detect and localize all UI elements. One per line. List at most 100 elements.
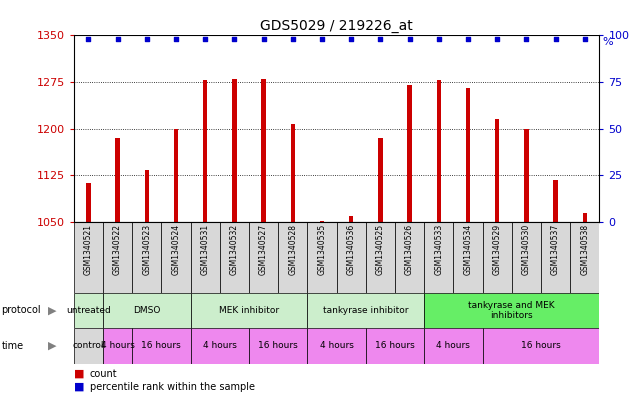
Text: DMSO: DMSO bbox=[133, 306, 160, 315]
Point bbox=[551, 36, 561, 42]
FancyBboxPatch shape bbox=[220, 222, 249, 293]
Text: ■: ■ bbox=[74, 382, 84, 392]
Point bbox=[112, 36, 122, 42]
Text: 4 hours: 4 hours bbox=[203, 342, 237, 350]
FancyBboxPatch shape bbox=[278, 222, 307, 293]
Bar bbox=[407, 85, 412, 222]
FancyBboxPatch shape bbox=[366, 222, 395, 293]
Point bbox=[492, 36, 503, 42]
FancyBboxPatch shape bbox=[103, 293, 190, 328]
Point bbox=[288, 36, 298, 42]
Text: tankyrase and MEK
inhibitors: tankyrase and MEK inhibitors bbox=[469, 301, 555, 320]
Bar bbox=[437, 80, 441, 222]
FancyBboxPatch shape bbox=[512, 222, 541, 293]
Text: GSM1340524: GSM1340524 bbox=[171, 224, 180, 275]
Bar bbox=[495, 119, 499, 222]
FancyBboxPatch shape bbox=[103, 222, 132, 293]
Text: 16 hours: 16 hours bbox=[142, 342, 181, 350]
Text: 16 hours: 16 hours bbox=[521, 342, 561, 350]
Bar bbox=[232, 79, 237, 222]
FancyBboxPatch shape bbox=[74, 328, 103, 364]
FancyBboxPatch shape bbox=[541, 222, 570, 293]
Text: ■: ■ bbox=[74, 369, 84, 379]
FancyBboxPatch shape bbox=[570, 222, 599, 293]
Text: GSM1340535: GSM1340535 bbox=[317, 224, 326, 275]
Text: 4 hours: 4 hours bbox=[320, 342, 353, 350]
Bar bbox=[86, 184, 90, 222]
Text: GSM1340526: GSM1340526 bbox=[405, 224, 414, 275]
Text: 4 hours: 4 hours bbox=[437, 342, 470, 350]
Bar bbox=[320, 221, 324, 222]
Text: GSM1340529: GSM1340529 bbox=[493, 224, 502, 275]
Point bbox=[229, 36, 240, 42]
Point bbox=[200, 36, 210, 42]
FancyBboxPatch shape bbox=[162, 222, 190, 293]
Bar bbox=[115, 138, 120, 222]
Text: count: count bbox=[90, 369, 117, 379]
Bar bbox=[349, 216, 353, 222]
Text: GSM1340528: GSM1340528 bbox=[288, 224, 297, 275]
FancyBboxPatch shape bbox=[103, 328, 132, 364]
Text: GSM1340527: GSM1340527 bbox=[259, 224, 268, 275]
Text: GSM1340533: GSM1340533 bbox=[434, 224, 443, 275]
Text: MEK inhibitor: MEK inhibitor bbox=[219, 306, 279, 315]
FancyBboxPatch shape bbox=[249, 328, 307, 364]
Text: 4 hours: 4 hours bbox=[101, 342, 135, 350]
Bar bbox=[203, 80, 207, 222]
Bar bbox=[262, 79, 266, 222]
FancyBboxPatch shape bbox=[74, 222, 103, 293]
FancyBboxPatch shape bbox=[307, 222, 337, 293]
FancyBboxPatch shape bbox=[483, 222, 512, 293]
FancyBboxPatch shape bbox=[483, 328, 599, 364]
FancyBboxPatch shape bbox=[132, 328, 190, 364]
Point bbox=[404, 36, 415, 42]
FancyBboxPatch shape bbox=[424, 293, 599, 328]
Text: time: time bbox=[1, 341, 24, 351]
Text: untreated: untreated bbox=[66, 306, 111, 315]
Point bbox=[463, 36, 473, 42]
FancyBboxPatch shape bbox=[190, 222, 220, 293]
Text: control: control bbox=[72, 342, 104, 350]
FancyBboxPatch shape bbox=[395, 222, 424, 293]
Text: GSM1340523: GSM1340523 bbox=[142, 224, 151, 275]
FancyBboxPatch shape bbox=[249, 222, 278, 293]
FancyBboxPatch shape bbox=[190, 293, 307, 328]
Point bbox=[521, 36, 531, 42]
Text: protocol: protocol bbox=[1, 305, 41, 316]
Text: ▶: ▶ bbox=[48, 305, 56, 316]
Point bbox=[579, 36, 590, 42]
Text: tankyrase inhibitor: tankyrase inhibitor bbox=[323, 306, 408, 315]
Text: GSM1340521: GSM1340521 bbox=[84, 224, 93, 275]
Point bbox=[317, 36, 327, 42]
FancyBboxPatch shape bbox=[366, 328, 424, 364]
FancyBboxPatch shape bbox=[307, 328, 366, 364]
FancyBboxPatch shape bbox=[190, 328, 249, 364]
Bar bbox=[553, 180, 558, 222]
FancyBboxPatch shape bbox=[74, 293, 103, 328]
FancyBboxPatch shape bbox=[132, 222, 162, 293]
FancyBboxPatch shape bbox=[453, 222, 483, 293]
Point bbox=[171, 36, 181, 42]
Point bbox=[433, 36, 444, 42]
Bar bbox=[378, 138, 383, 222]
FancyBboxPatch shape bbox=[424, 328, 483, 364]
Point bbox=[83, 36, 94, 42]
Text: percentile rank within the sample: percentile rank within the sample bbox=[90, 382, 254, 392]
Text: GSM1340522: GSM1340522 bbox=[113, 224, 122, 275]
Point bbox=[142, 36, 152, 42]
Bar bbox=[524, 129, 529, 222]
FancyBboxPatch shape bbox=[424, 222, 453, 293]
Bar bbox=[144, 171, 149, 222]
Bar bbox=[174, 129, 178, 222]
Point bbox=[375, 36, 385, 42]
Bar bbox=[583, 213, 587, 222]
Text: GSM1340537: GSM1340537 bbox=[551, 224, 560, 275]
Text: GSM1340525: GSM1340525 bbox=[376, 224, 385, 275]
Bar bbox=[466, 88, 470, 222]
Text: GSM1340530: GSM1340530 bbox=[522, 224, 531, 275]
Point bbox=[346, 36, 356, 42]
FancyBboxPatch shape bbox=[337, 222, 366, 293]
Text: GSM1340538: GSM1340538 bbox=[580, 224, 589, 275]
Bar bbox=[290, 124, 295, 222]
Text: GSM1340536: GSM1340536 bbox=[347, 224, 356, 275]
